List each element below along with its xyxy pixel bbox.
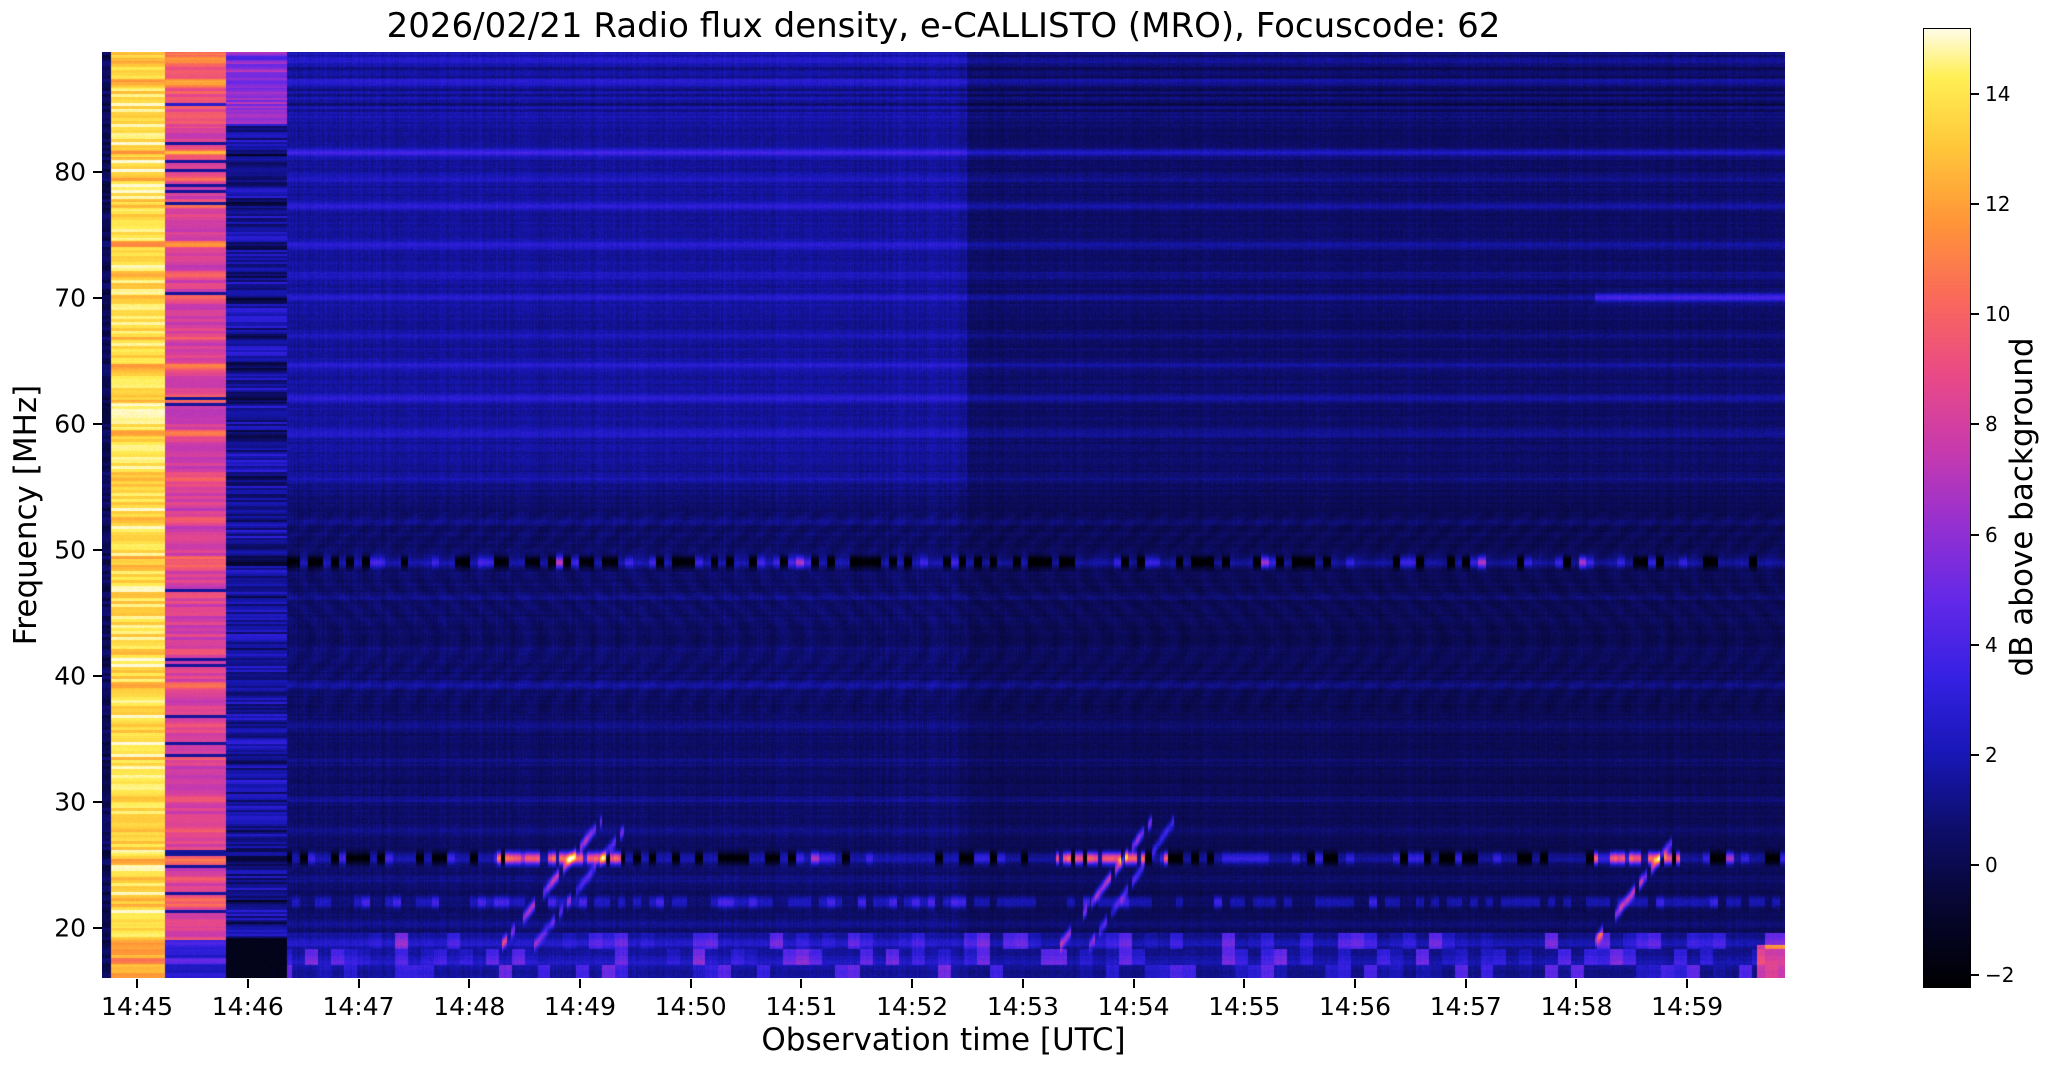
x-tick-mark (911, 979, 914, 988)
y-tick-mark (93, 926, 102, 929)
y-tick-label: 80 (54, 157, 86, 187)
colorbar-tick-label: −2 (1985, 962, 2015, 987)
x-axis-label: Observation time [UTC] (761, 1022, 1126, 1058)
x-tick-mark (246, 979, 249, 988)
x-tick-label: 14:45 (101, 992, 174, 1021)
x-tick-mark (578, 979, 581, 988)
colorbar-tick-label: 2 (1985, 742, 1998, 767)
x-tick-mark (1021, 979, 1024, 988)
colorbar-tick-label: 12 (1985, 192, 2011, 217)
x-tick-label: 14:56 (1318, 992, 1392, 1021)
colorbar-tick-label: 4 (1985, 632, 1998, 657)
colorbar-tick-label: 6 (1985, 522, 1998, 547)
colorbar-tick-label: 0 (1985, 852, 1998, 877)
spectrogram-heatmap (102, 52, 1785, 978)
y-tick-mark (93, 548, 102, 551)
x-tick-mark (136, 979, 139, 988)
colorbar-tick-label: 14 (1985, 82, 2011, 107)
x-tick-label: 14:47 (322, 992, 395, 1021)
y-tick-label: 30 (54, 787, 86, 817)
y-tick-mark (93, 800, 102, 803)
x-tick-label: 14:57 (1429, 992, 1502, 1021)
y-tick-mark (93, 170, 102, 173)
x-tick-label: 14:48 (433, 992, 506, 1021)
y-tick-mark (93, 422, 102, 425)
y-tick-label: 60 (54, 409, 86, 439)
y-tick-label: 70 (54, 283, 86, 313)
colorbar-gradient (1923, 28, 1971, 988)
x-tick-label: 14:52 (876, 992, 949, 1021)
x-tick-label: 14:55 (1208, 992, 1281, 1021)
x-tick-mark (1132, 979, 1135, 988)
x-tick-label: 14:53 (986, 992, 1059, 1021)
x-tick-label: 14:49 (543, 992, 616, 1021)
x-tick-mark (1464, 979, 1467, 988)
x-tick-mark (357, 979, 360, 988)
x-tick-mark (1243, 979, 1246, 988)
x-tick-mark (689, 979, 692, 988)
x-tick-label: 14:58 (1540, 992, 1613, 1021)
x-tick-label: 14:59 (1651, 992, 1724, 1021)
colorbar-tick-mark (1971, 863, 1979, 866)
y-tick-mark (93, 296, 102, 299)
x-tick-mark (1354, 979, 1357, 988)
chart-title: 2026/02/21 Radio flux density, e-CALLIST… (386, 6, 1501, 46)
x-tick-label: 14:51 (765, 992, 838, 1021)
y-tick-label: 20 (54, 913, 86, 943)
colorbar-label: dB above background (2004, 337, 2040, 677)
x-tick-label: 14:46 (211, 992, 284, 1021)
x-tick-mark (800, 979, 803, 988)
colorbar-tick-mark (1971, 93, 1979, 96)
x-tick-mark (1575, 979, 1578, 988)
colorbar-tick-mark (1971, 313, 1979, 316)
x-tick-mark (468, 979, 471, 988)
colorbar-tick-label: 10 (1985, 302, 2011, 327)
colorbar-tick-mark (1971, 643, 1979, 646)
y-tick-label: 40 (54, 661, 86, 691)
colorbar-tick-mark (1971, 753, 1979, 756)
y-tick-mark (93, 674, 102, 677)
x-tick-label: 14:54 (1097, 992, 1170, 1021)
y-tick-label: 50 (54, 535, 86, 565)
colorbar-tick-label: 8 (1985, 412, 1998, 437)
colorbar-tick-mark (1971, 533, 1979, 536)
colorbar-tick-mark (1971, 203, 1979, 206)
colorbar-tick-mark (1971, 973, 1979, 976)
x-tick-label: 14:50 (654, 992, 727, 1021)
colorbar-tick-mark (1971, 423, 1979, 426)
x-tick-mark (1686, 979, 1689, 988)
